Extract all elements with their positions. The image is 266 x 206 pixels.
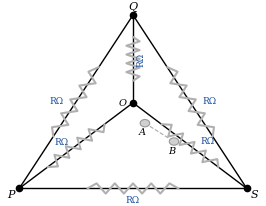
Text: RΩ: RΩ bbox=[136, 53, 146, 67]
Text: A: A bbox=[139, 128, 146, 137]
Text: P: P bbox=[7, 189, 15, 199]
Circle shape bbox=[140, 120, 150, 127]
Text: Q: Q bbox=[128, 2, 138, 12]
Text: B: B bbox=[169, 146, 176, 155]
Text: S: S bbox=[251, 189, 259, 199]
Text: RΩ: RΩ bbox=[203, 97, 217, 106]
Text: RΩ: RΩ bbox=[126, 195, 140, 204]
Circle shape bbox=[169, 138, 179, 145]
Text: RΩ: RΩ bbox=[55, 137, 69, 146]
Text: RΩ: RΩ bbox=[200, 136, 214, 145]
Text: RΩ: RΩ bbox=[49, 97, 63, 106]
Text: O: O bbox=[118, 99, 126, 108]
